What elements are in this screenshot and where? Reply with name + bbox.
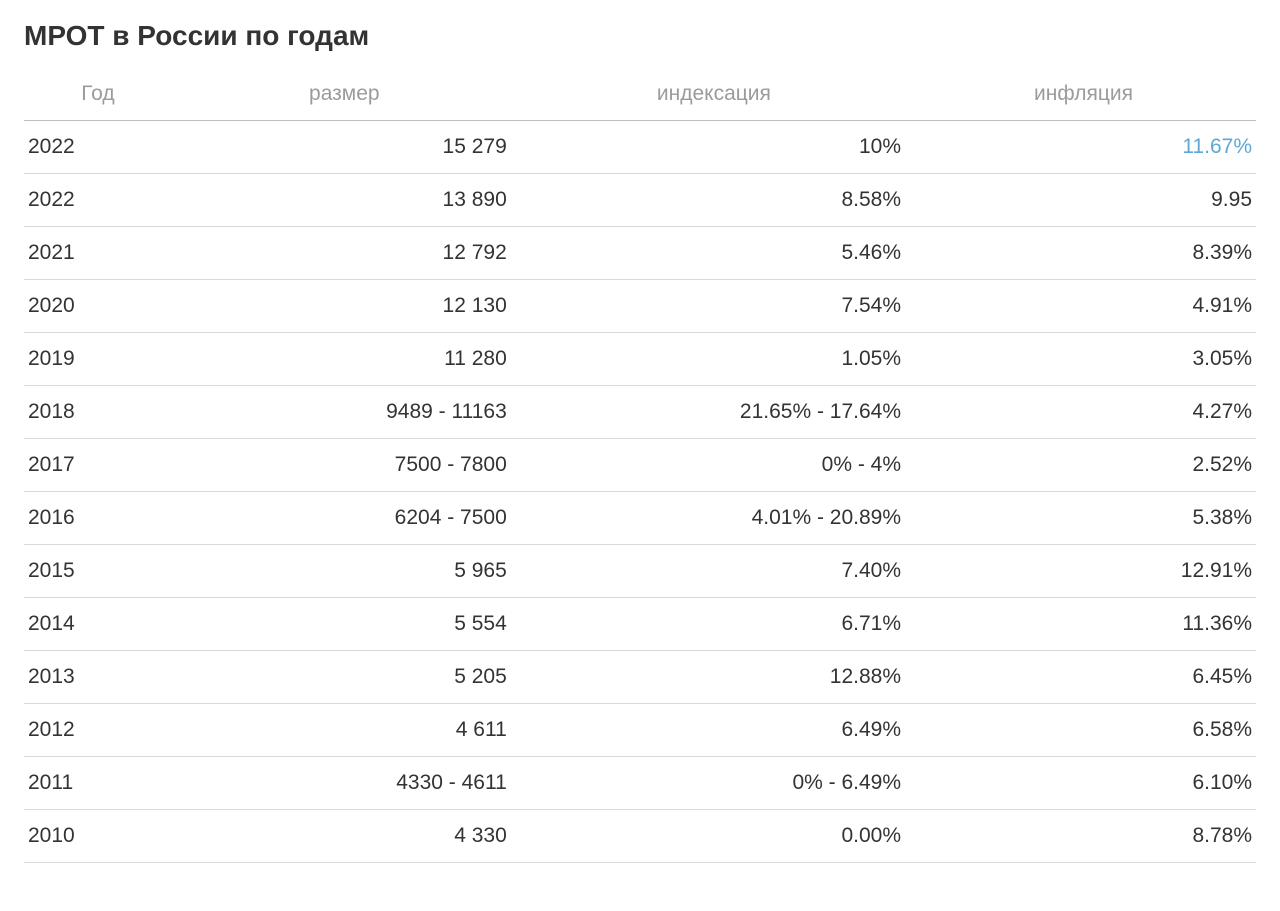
cell-year: 2010 xyxy=(24,810,172,863)
cell-inflation: 4.91% xyxy=(911,280,1256,333)
table-row: 2021 12 792 5.46% 8.39% xyxy=(24,227,1256,280)
table-row: 2014 5 554 6.71% 11.36% xyxy=(24,598,1256,651)
cell-size: 11 280 xyxy=(172,333,517,386)
cell-year: 2011 xyxy=(24,757,172,810)
cell-size: 5 205 xyxy=(172,651,517,704)
cell-size: 9489 - 11163 xyxy=(172,386,517,439)
cell-inflation: 8.39% xyxy=(911,227,1256,280)
cell-inflation[interactable]: 11.67% xyxy=(911,121,1256,174)
cell-year: 2015 xyxy=(24,545,172,598)
cell-year: 2022 xyxy=(24,121,172,174)
cell-indexation: 0.00% xyxy=(517,810,911,863)
cell-year: 2012 xyxy=(24,704,172,757)
table-body: 2022 15 279 10% 11.67% 2022 13 890 8.58%… xyxy=(24,121,1256,863)
cell-year: 2013 xyxy=(24,651,172,704)
cell-indexation: 10% xyxy=(517,121,911,174)
table-row: 2022 15 279 10% 11.67% xyxy=(24,121,1256,174)
cell-year: 2021 xyxy=(24,227,172,280)
cell-size: 12 130 xyxy=(172,280,517,333)
cell-size: 7500 - 7800 xyxy=(172,439,517,492)
cell-year: 2016 xyxy=(24,492,172,545)
cell-year: 2014 xyxy=(24,598,172,651)
cell-indexation: 7.54% xyxy=(517,280,911,333)
table-header-row: Год размер индексация инфляция xyxy=(24,70,1256,121)
cell-inflation: 4.27% xyxy=(911,386,1256,439)
cell-year: 2020 xyxy=(24,280,172,333)
cell-indexation: 12.88% xyxy=(517,651,911,704)
cell-indexation: 6.49% xyxy=(517,704,911,757)
cell-inflation: 9.95 xyxy=(911,174,1256,227)
table-row: 2011 4330 - 4611 0% - 6.49% 6.10% xyxy=(24,757,1256,810)
cell-indexation: 7.40% xyxy=(517,545,911,598)
cell-year: 2017 xyxy=(24,439,172,492)
table-row: 2015 5 965 7.40% 12.91% xyxy=(24,545,1256,598)
cell-size: 12 792 xyxy=(172,227,517,280)
table-row: 2017 7500 - 7800 0% - 4% 2.52% xyxy=(24,439,1256,492)
cell-indexation: 6.71% xyxy=(517,598,911,651)
table-row: 2012 4 611 6.49% 6.58% xyxy=(24,704,1256,757)
cell-indexation: 5.46% xyxy=(517,227,911,280)
cell-size: 4 330 xyxy=(172,810,517,863)
cell-size: 6204 - 7500 xyxy=(172,492,517,545)
mrot-table: Год размер индексация инфляция 2022 15 2… xyxy=(24,70,1256,863)
cell-indexation: 0% - 6.49% xyxy=(517,757,911,810)
cell-inflation: 8.78% xyxy=(911,810,1256,863)
cell-inflation: 6.45% xyxy=(911,651,1256,704)
column-header-indexation: индексация xyxy=(517,70,911,121)
table-row: 2018 9489 - 11163 21.65% - 17.64% 4.27% xyxy=(24,386,1256,439)
cell-inflation: 11.36% xyxy=(911,598,1256,651)
cell-year: 2018 xyxy=(24,386,172,439)
table-row: 2019 11 280 1.05% 3.05% xyxy=(24,333,1256,386)
cell-size: 13 890 xyxy=(172,174,517,227)
cell-indexation: 21.65% - 17.64% xyxy=(517,386,911,439)
page-title: МРОТ в России по годам xyxy=(24,20,1256,52)
cell-indexation: 4.01% - 20.89% xyxy=(517,492,911,545)
cell-size: 5 965 xyxy=(172,545,517,598)
cell-indexation: 8.58% xyxy=(517,174,911,227)
cell-size: 5 554 xyxy=(172,598,517,651)
cell-inflation: 12.91% xyxy=(911,545,1256,598)
cell-size: 4 611 xyxy=(172,704,517,757)
column-header-inflation: инфляция xyxy=(911,70,1256,121)
cell-size: 4330 - 4611 xyxy=(172,757,517,810)
column-header-size: размер xyxy=(172,70,517,121)
table-row: 2016 6204 - 7500 4.01% - 20.89% 5.38% xyxy=(24,492,1256,545)
cell-size: 15 279 xyxy=(172,121,517,174)
table-row: 2010 4 330 0.00% 8.78% xyxy=(24,810,1256,863)
cell-inflation: 2.52% xyxy=(911,439,1256,492)
cell-inflation: 3.05% xyxy=(911,333,1256,386)
cell-inflation: 6.58% xyxy=(911,704,1256,757)
table-row: 2022 13 890 8.58% 9.95 xyxy=(24,174,1256,227)
table-row: 2020 12 130 7.54% 4.91% xyxy=(24,280,1256,333)
cell-inflation: 6.10% xyxy=(911,757,1256,810)
cell-year: 2019 xyxy=(24,333,172,386)
column-header-year: Год xyxy=(24,70,172,121)
cell-year: 2022 xyxy=(24,174,172,227)
cell-inflation: 5.38% xyxy=(911,492,1256,545)
table-row: 2013 5 205 12.88% 6.45% xyxy=(24,651,1256,704)
cell-indexation: 1.05% xyxy=(517,333,911,386)
cell-indexation: 0% - 4% xyxy=(517,439,911,492)
